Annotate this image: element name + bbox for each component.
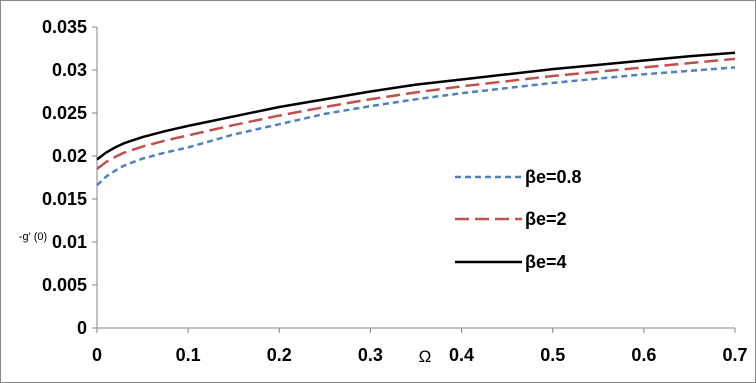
series-group: [96, 51, 736, 187]
x-tick-label: 0: [92, 345, 102, 365]
x-tick-label: 0.3: [358, 345, 383, 365]
y-tick-label: 0.03: [52, 60, 87, 80]
axes: 0 0.005 0.01 0.015 0.02 0.025 0.03 0.035 0 0.1 0.2…: [42, 17, 748, 365]
x-tick-label: 0.5: [540, 345, 565, 365]
legend-label-3: βe=4: [525, 252, 567, 272]
y-tick-label: 0.005: [42, 275, 87, 295]
y-tick-label: 0.02: [52, 146, 87, 166]
y-tick-label: 0.015: [42, 189, 87, 209]
series-line-2: [96, 57, 736, 170]
x-axis-label: Ω: [419, 347, 432, 366]
y-tick-label: 0.025: [42, 103, 87, 123]
series-line-1: [96, 66, 736, 187]
y-tick-label: 0: [77, 318, 87, 338]
x-tick-label: 0.2: [267, 345, 292, 365]
y-tick-label: 0.035: [42, 17, 87, 37]
legend-label-1: βe=0.8: [525, 167, 582, 187]
y-axis-label: -g' (0): [19, 231, 47, 243]
x-tick-label: 0.4: [449, 345, 474, 365]
legend: βe=0.8 βe=2 βe=4: [455, 167, 582, 272]
legend-label-2: βe=2: [525, 209, 567, 229]
series-line-3: [96, 51, 736, 161]
x-tick-label: 0.7: [722, 345, 747, 365]
x-tick-label: 0.1: [176, 345, 201, 365]
y-tick-label: 0.01: [52, 232, 87, 252]
x-tick-label: 0.6: [631, 345, 656, 365]
